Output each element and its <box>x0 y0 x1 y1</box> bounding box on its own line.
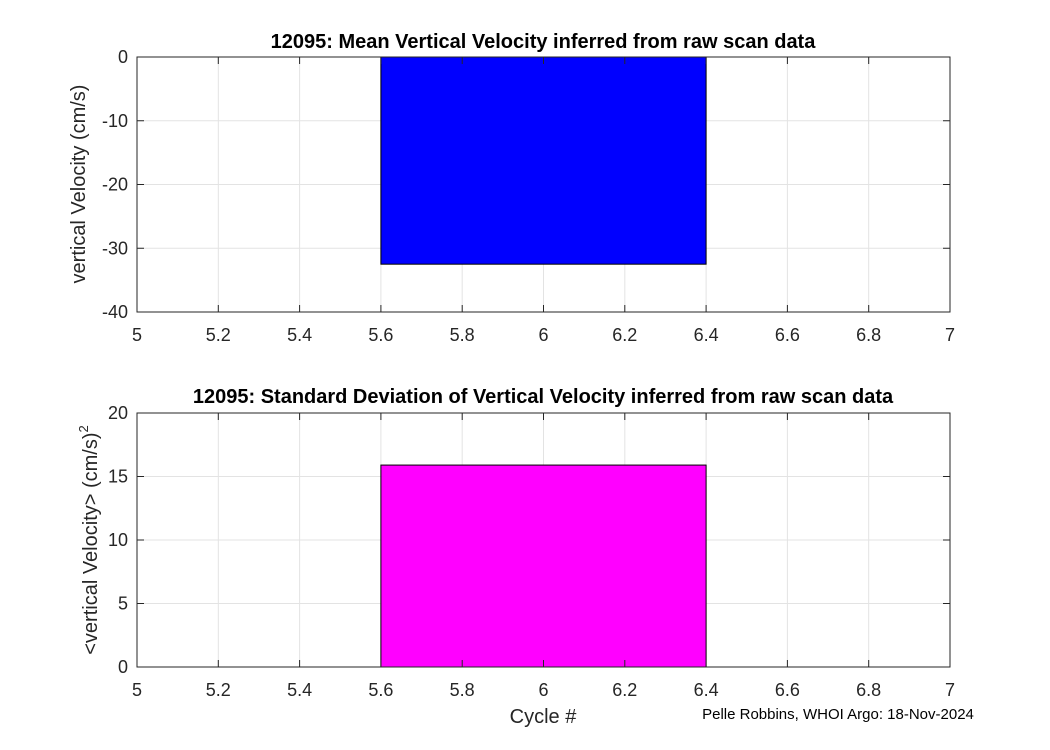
stddev-velocity-y-tick-label: 15 <box>108 467 128 487</box>
mean-velocity-y-tick-label: -10 <box>102 111 128 131</box>
stddev-velocity-y-axis-label-text: <vertical Velocity> (cm/s) <box>80 432 102 654</box>
mean-velocity-x-tick-label: 5 <box>132 325 142 345</box>
stddev-velocity-y-axis-label-exponent: 2 <box>76 425 91 432</box>
mean-velocity-title: 12095: Mean Vertical Velocity inferred f… <box>271 31 817 53</box>
stddev-velocity-y-tick-label: 0 <box>118 657 128 677</box>
stddev-velocity-x-tick-label: 6.6 <box>775 680 800 700</box>
mean-velocity-x-tick-label: 6.6 <box>775 325 800 345</box>
stddev-velocity-x-tick-label: 6.4 <box>694 680 719 700</box>
credit-footer: Pelle Robbins, WHOI Argo: 18-Nov-2024 <box>702 706 974 723</box>
stddev-velocity-x-tick-label: 5 <box>132 680 142 700</box>
stddev-velocity-x-tick-label: 5.8 <box>450 680 475 700</box>
stddev-velocity-x-tick-label: 6.8 <box>856 680 881 700</box>
stddev-velocity-y-axis-label: <vertical Velocity> (cm/s)2 <box>76 425 102 655</box>
stddev-velocity-x-tick-label: 7 <box>945 680 955 700</box>
stddev-velocity-title: 12095: Standard Deviation of Vertical Ve… <box>193 386 894 408</box>
mean-velocity-x-tick-label: 7 <box>945 325 955 345</box>
mean-velocity-panel: 5 5.2 5.4 5.6 5.8 6 6.2 6.4 6.6 6.8 7 -40 -30 -20 -10 0… <box>68 31 955 345</box>
mean-velocity-plot-area: 5 5.2 5.4 5.6 5.8 6 6.2 6.4 6.6 6.8 7 -40 -30 -20 -10 0 <box>102 47 955 345</box>
mean-velocity-y-tick-label: -20 <box>102 175 128 195</box>
stddev-velocity-y-tick-label: 20 <box>108 403 128 423</box>
stddev-velocity-x-tick-label: 6.2 <box>612 680 637 700</box>
stddev-velocity-x-tick-label: 5.2 <box>206 680 231 700</box>
mean-velocity-y-tick-label: 0 <box>118 47 128 67</box>
mean-velocity-x-tick-label: 6 <box>538 325 548 345</box>
stddev-velocity-y-tick-label: 5 <box>118 594 128 614</box>
stddev-velocity-y-tick-label: 10 <box>108 530 128 550</box>
mean-velocity-bar <box>380 56 707 265</box>
stddev-velocity-x-tick-label: 6 <box>538 680 548 700</box>
mean-velocity-y-tick-label: -40 <box>102 302 128 322</box>
mean-velocity-x-tick-label: 5.8 <box>450 325 475 345</box>
mean-velocity-y-axis-label: vertical Velocity (cm/s) <box>68 85 90 284</box>
mean-velocity-y-tick-label: -30 <box>102 238 128 258</box>
mean-velocity-x-tick-label: 5.4 <box>287 325 312 345</box>
mean-velocity-x-tick-label: 6.8 <box>856 325 881 345</box>
stddev-velocity-x-tick-label: 5.4 <box>287 680 312 700</box>
cycle-x-axis-label: Cycle # <box>510 706 578 728</box>
mean-velocity-x-tick-label: 5.2 <box>206 325 231 345</box>
stddev-velocity-x-tick-label: 5.6 <box>368 680 393 700</box>
mean-velocity-x-tick-label: 6.4 <box>694 325 719 345</box>
mean-velocity-x-tick-label: 5.6 <box>368 325 393 345</box>
mean-velocity-x-tick-label: 6.2 <box>612 325 637 345</box>
stddev-velocity-bar <box>380 464 707 668</box>
